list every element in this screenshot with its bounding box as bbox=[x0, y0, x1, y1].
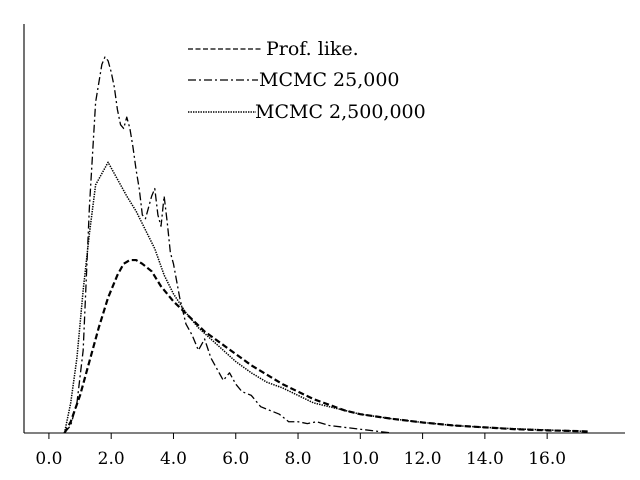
x-tick-label: 8.0 bbox=[285, 449, 312, 469]
series-line-dashed bbox=[63, 258, 588, 434]
x-tick-label: 6.0 bbox=[222, 449, 249, 469]
series-line-dotted bbox=[63, 161, 588, 434]
x-tick-label: 4.0 bbox=[160, 449, 187, 469]
x-tick-label: 2.0 bbox=[98, 449, 125, 469]
series-line-dashdot bbox=[63, 56, 392, 434]
axes bbox=[23, 24, 625, 434]
legend-label: MCMC 2,500,000 bbox=[255, 101, 426, 123]
x-tick-label: 12.0 bbox=[404, 449, 442, 469]
x-tick-label: 10.0 bbox=[341, 449, 379, 469]
legend-label: Prof. like. bbox=[266, 38, 359, 60]
legend-label: MCMC 25,000 bbox=[259, 69, 400, 91]
series-lines bbox=[63, 56, 588, 434]
x-tick-label: 14.0 bbox=[466, 449, 504, 469]
legend: Prof. like. MCMC 25,000 MCMC 2,500,000 bbox=[188, 38, 426, 123]
x-tick-label: 0.0 bbox=[35, 449, 62, 469]
x-tick-label: 16.0 bbox=[528, 449, 566, 469]
x-ticks: 0.0 2.0 4.0 6.0 8.0 10.0 12.0 14.0 16.0 bbox=[35, 433, 566, 469]
